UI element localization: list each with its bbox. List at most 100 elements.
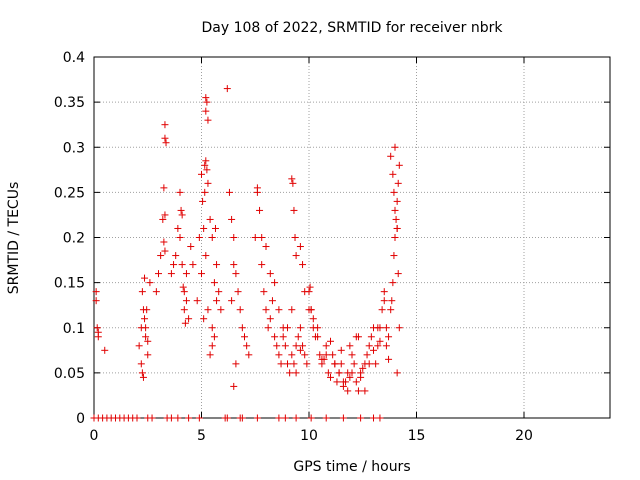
data-point (389, 170, 397, 178)
data-point (380, 288, 388, 296)
data-point (391, 234, 399, 241)
data-point (296, 324, 304, 332)
data-point (277, 360, 285, 368)
data-point (232, 270, 240, 278)
y-tick-label: 0 (76, 411, 85, 427)
data-points (90, 85, 403, 422)
data-point (322, 414, 330, 422)
data-point (161, 211, 169, 219)
data-point (367, 333, 375, 341)
data-point (133, 414, 141, 422)
data-point (262, 306, 270, 314)
data-point (206, 215, 214, 223)
data-point (395, 324, 403, 332)
y-tick-label: 0.15 (54, 276, 85, 292)
data-point (204, 116, 212, 124)
data-point (160, 238, 168, 246)
data-point (357, 369, 365, 377)
data-point (286, 369, 294, 377)
x-axis-ticks: 0 5 10 15 20 (90, 57, 533, 444)
data-point (301, 351, 309, 359)
data-point (139, 373, 147, 381)
data-point (390, 188, 398, 196)
data-point (228, 215, 236, 223)
data-point (152, 288, 160, 296)
data-point (199, 197, 207, 205)
data-point (288, 351, 296, 359)
data-point (385, 355, 393, 363)
data-point (135, 342, 143, 350)
data-point (393, 369, 401, 377)
data-point (288, 306, 296, 314)
data-point (174, 414, 182, 422)
data-point (181, 319, 189, 327)
data-point (143, 306, 151, 314)
data-point (348, 351, 356, 359)
data-point (279, 333, 287, 341)
data-point (238, 324, 246, 332)
data-point (306, 283, 314, 291)
data-point (176, 188, 184, 196)
data-point (291, 234, 299, 241)
data-point (385, 333, 393, 341)
data-point (299, 261, 307, 269)
y-tick-label: 0.1 (63, 321, 85, 337)
data-point (202, 107, 210, 115)
data-point (251, 234, 259, 241)
data-point (307, 306, 315, 314)
data-point (94, 333, 102, 341)
data-point (204, 179, 212, 187)
data-point (260, 288, 268, 296)
y-tick-label: 0.25 (54, 185, 85, 201)
data-point (390, 252, 398, 260)
data-point (365, 360, 373, 368)
data-point (365, 342, 373, 350)
data-point (204, 306, 212, 314)
data-point (331, 360, 339, 368)
data-point (211, 224, 219, 232)
x-tick-label: 15 (408, 428, 426, 444)
data-point (201, 188, 209, 196)
data-point (322, 342, 330, 350)
data-point (393, 224, 401, 232)
data-point (92, 288, 100, 296)
data-point (292, 414, 300, 422)
data-point (170, 261, 178, 269)
data-point (303, 360, 311, 368)
data-point (378, 306, 386, 314)
data-point (329, 351, 337, 359)
data-point (245, 351, 253, 359)
data-point (374, 342, 382, 350)
data-point (243, 342, 251, 350)
x-axis-label: GPS time / hours (293, 459, 410, 475)
data-point (203, 98, 211, 106)
data-point (198, 170, 205, 178)
data-point (275, 414, 283, 422)
data-point (142, 324, 150, 332)
data-point (189, 261, 197, 269)
data-point (309, 324, 317, 332)
data-point (198, 270, 205, 278)
data-point (200, 315, 208, 323)
data-point (253, 184, 261, 192)
data-point (185, 414, 193, 422)
data-point (374, 324, 382, 332)
data-point (314, 333, 322, 341)
data-point (346, 373, 354, 381)
data-point (141, 274, 149, 282)
data-point (258, 261, 266, 269)
data-point (228, 297, 236, 305)
data-point (388, 297, 396, 305)
data-point (178, 261, 186, 269)
data-point (223, 85, 231, 93)
x-tick-label: 0 (90, 428, 99, 444)
data-point (182, 297, 190, 305)
data-point (339, 414, 347, 422)
data-point (195, 234, 203, 241)
data-point (162, 139, 170, 147)
data-point (167, 270, 175, 278)
data-point (290, 360, 298, 368)
data-point (161, 247, 169, 255)
data-point (174, 224, 182, 232)
data-point (324, 369, 332, 377)
